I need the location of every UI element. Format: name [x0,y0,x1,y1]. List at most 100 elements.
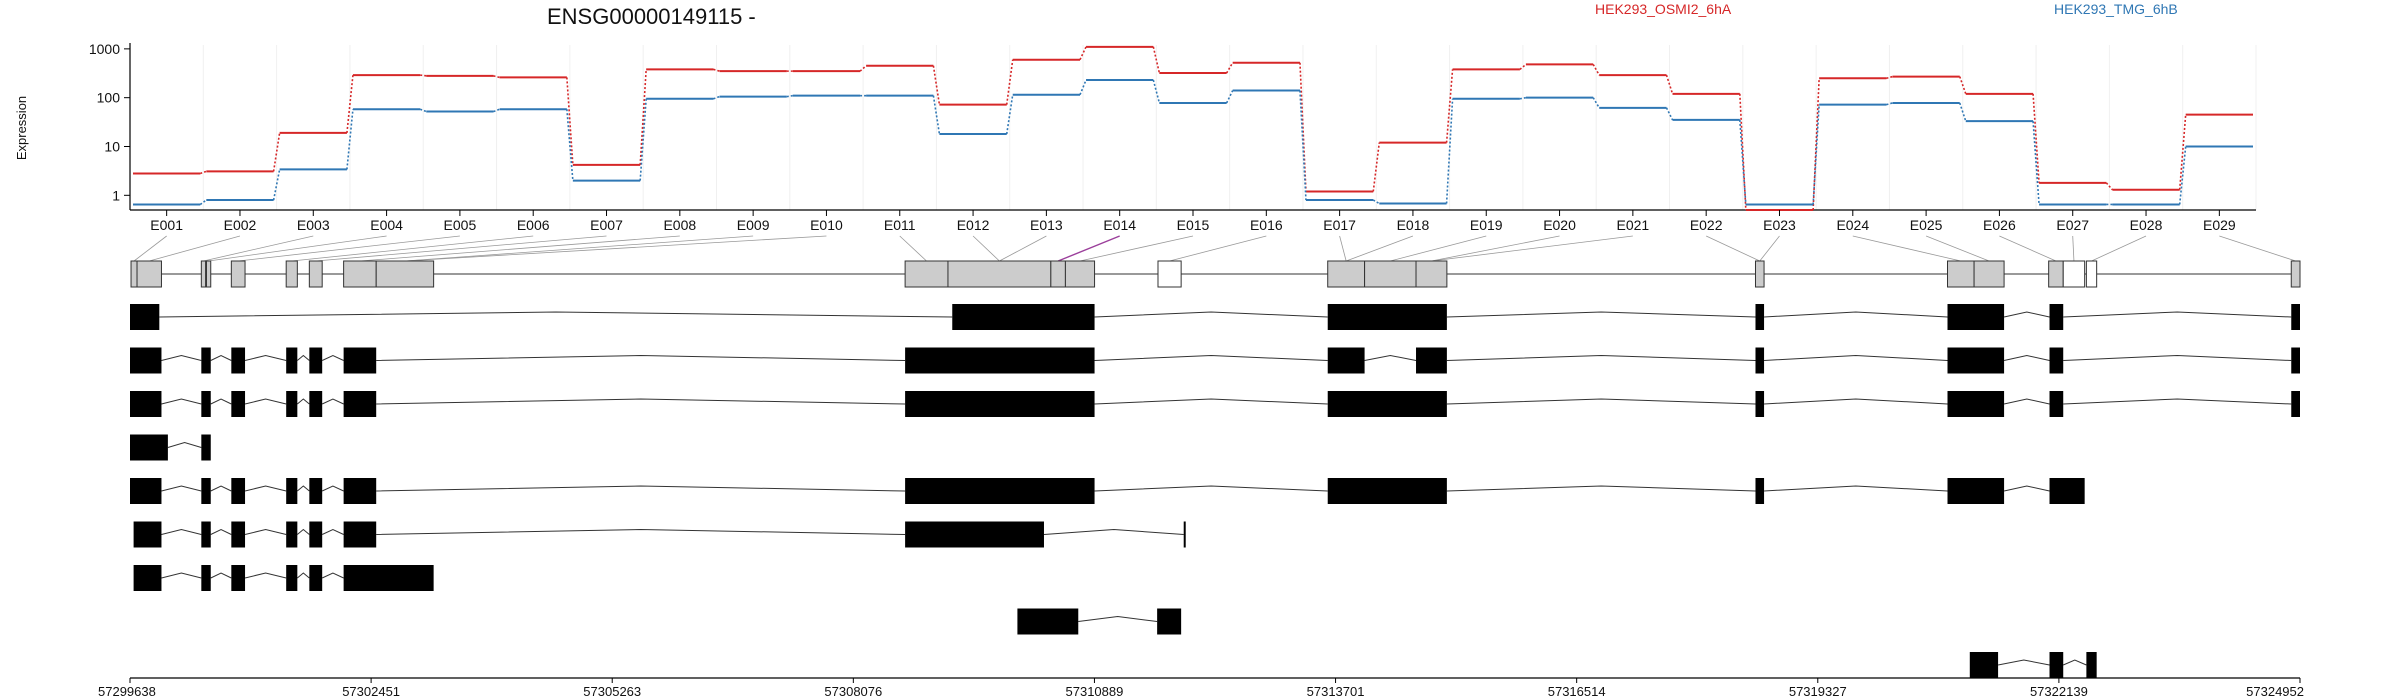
exon-block [1327,391,1447,417]
exon-block [231,478,246,504]
coord-tick-label: 57310889 [1066,684,1124,699]
coord-tick-label: 57302451 [342,684,400,699]
series-1-connector [1225,62,1234,74]
exon-block [309,565,323,591]
exon-connector-E028 [2091,235,2147,262]
gene-exon-bin [205,260,212,288]
chart-title: ENSG00000149115 - [547,4,756,29]
intron [376,528,906,535]
series-1-connector [420,74,427,77]
series-2-connector [1445,98,1454,204]
series-1-connector [859,65,867,72]
x-tick-label-E024: E024 [1836,217,1869,233]
intron [1094,311,1328,318]
gene-exon-bin [136,260,162,288]
exon-block [1327,347,1365,374]
coord-tick-label: 57324952 [2246,684,2304,699]
intron [321,528,344,535]
exon-block [343,347,377,374]
exon-block [1755,478,1765,504]
series-1-connector [566,77,574,165]
intron [376,398,906,405]
exon-connector-E018 [1346,235,1414,262]
intron [1764,354,1948,361]
intron [210,354,232,361]
series-lines [133,45,2253,211]
exon-block [1183,521,1186,548]
series-1-connector [1372,142,1381,192]
transcript-7 [133,565,434,591]
exon-connector-E023 [1759,235,1780,262]
exon-block [286,347,298,374]
x-tick-label-E012: E012 [957,217,990,233]
series-1-connector [1959,76,1967,95]
gene-exon-bin [2048,260,2064,288]
x-tick-label-E026: E026 [1983,217,2016,233]
intron [2063,398,2292,405]
exon-connector-E029 [2219,235,2296,262]
intron [1043,528,1184,535]
intron [1446,354,1756,361]
exon-block [231,347,246,374]
exon-block [1157,608,1182,635]
series-2-connector [2032,121,2040,205]
gene-model [130,260,2301,288]
exon-connector-E022 [1706,235,1760,262]
exon-block [130,478,162,504]
exon-block [2049,478,2085,504]
exon-block [1947,347,2005,374]
intron [2063,311,2292,318]
gene-exon-bin [230,260,246,288]
intron [210,572,232,579]
x-tick-label-E010: E010 [810,217,843,233]
series-1-connector [713,68,720,72]
exon-connector-E016 [1169,235,1267,262]
exon-block [133,565,162,591]
gene-exon-bin [1754,260,1765,288]
y-tick-label: 1 [112,187,120,203]
series-1-connector [1005,59,1014,105]
exon-block [309,478,323,504]
exon-block [201,434,211,461]
intron [321,398,344,405]
intron [161,485,202,492]
intron [1764,485,1948,492]
exon-block [343,391,377,417]
exon-block [309,347,323,374]
intron [1364,354,1417,361]
coord-tick-label: 57305263 [583,684,641,699]
exon-connector-E026 [1999,235,2057,262]
intron [210,485,232,492]
intron [297,572,310,579]
x-tick-label-E005: E005 [444,217,477,233]
exon-block [1969,652,1999,678]
intron [321,572,344,579]
transcripts [130,304,2300,678]
exon-block [1947,304,2005,330]
intron [1078,615,1158,622]
exon-connector-E006 [291,235,534,262]
series-2-connector [199,199,207,206]
x-tick-label-E022: E022 [1690,217,1723,233]
x-tick-label-E003: E003 [297,217,330,233]
intron [1094,398,1328,405]
series-2-line [133,79,2253,206]
x-tick-label-E028: E028 [2130,217,2163,233]
intron [297,354,310,361]
intron [2063,659,2087,666]
intron [2003,311,2050,318]
series-2-connector [713,95,720,100]
exon-connector-E019 [1390,235,1487,262]
intron [376,485,906,492]
transcript-3 [130,391,2300,417]
y-tick-label: 10 [104,138,120,154]
intron [297,398,310,405]
exon-connectors [133,235,2296,262]
exon-block [286,391,298,417]
x-tick-label-E025: E025 [1910,217,1943,233]
series-1-connector [1152,46,1161,74]
legend-series-1: HEK293_OSMI2_6hA [1595,1,1732,17]
gene-exon-bin [285,260,298,288]
exon-block [2291,304,2300,330]
exon-block [309,521,323,548]
